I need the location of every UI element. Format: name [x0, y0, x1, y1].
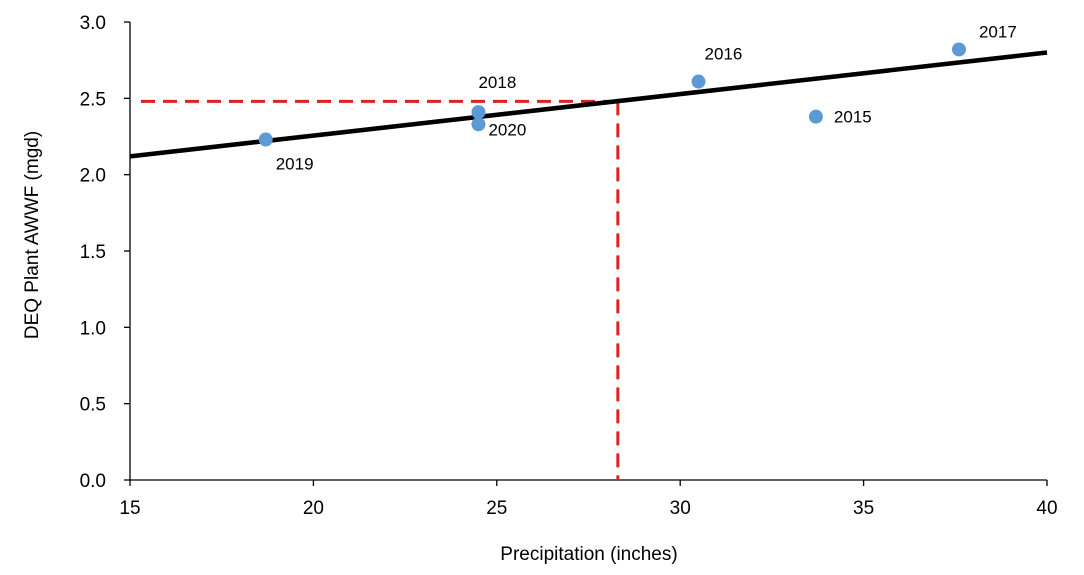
y-tick-label: 0.5	[80, 395, 106, 416]
axes: 0.0 0.5 1.0 1.5 2.0 2.5 3.0 15 20 25 30 35 40	[80, 13, 1058, 519]
data-point-label: 2016	[705, 45, 743, 64]
data-point	[951, 42, 966, 57]
x-tick-label: 20	[303, 498, 324, 519]
reference-lines	[141, 99, 620, 480]
point-labels: 2015 2016 2017 2018 2019 2020	[276, 22, 1017, 173]
data-point-label: 2015	[834, 108, 872, 127]
data-point	[471, 117, 486, 132]
data-points	[258, 42, 966, 147]
x-tick-label: 15	[119, 498, 140, 519]
data-point	[691, 74, 706, 89]
y-tick-label: 1.5	[80, 242, 106, 263]
y-tick-label: 1.0	[80, 318, 106, 339]
x-tick-label: 35	[853, 498, 874, 519]
y-tick-label: 2.5	[80, 89, 106, 110]
y-tick-label: 2.0	[80, 166, 106, 187]
data-point-label: 2019	[276, 155, 314, 174]
x-tick-label: 30	[670, 498, 691, 519]
data-point-label: 2020	[488, 120, 526, 139]
y-tick-label: 3.0	[80, 13, 106, 34]
y-axis-title: DEQ Plant AWWF (mgd)	[22, 131, 43, 339]
data-point-label: 2017	[979, 22, 1017, 41]
trendline	[129, 50, 1048, 159]
x-tick-label: 40	[1036, 498, 1057, 519]
x-tick-label: 25	[486, 498, 507, 519]
trendline-layer	[129, 50, 1048, 159]
data-point-label: 2018	[478, 73, 516, 92]
y-tick-label: 0.0	[80, 471, 106, 492]
x-axis-title: Precipitation (inches)	[500, 544, 677, 565]
data-point	[471, 105, 486, 120]
data-point	[258, 132, 273, 147]
data-point	[808, 109, 823, 124]
